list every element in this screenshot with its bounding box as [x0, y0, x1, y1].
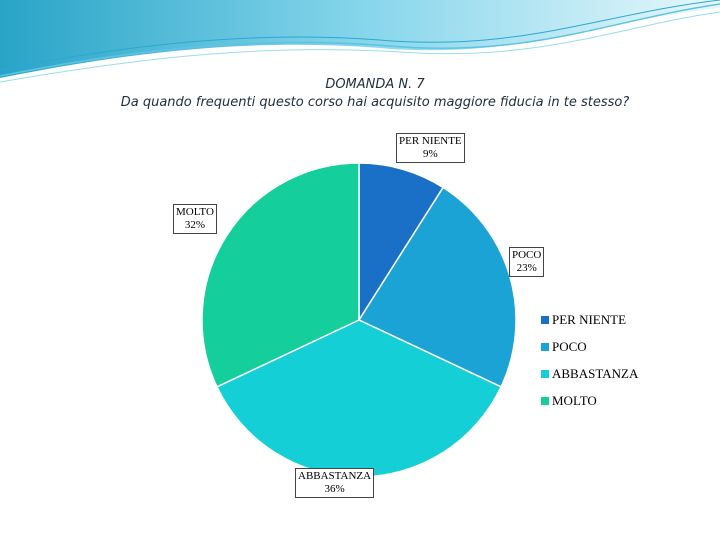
legend-label-abbastanza: ABBASTANZA: [552, 365, 639, 381]
legend-label-poco: POCO: [552, 338, 587, 354]
data-label-poco: POCO 23%: [509, 247, 545, 277]
chart-title-line2: Da quando frequenti questo corso hai acq…: [120, 95, 630, 110]
data-label-poco-value: 23%: [516, 262, 537, 274]
pie-slice-molto: [201, 162, 360, 388]
data-label-molto: MOLTO 32%: [173, 204, 217, 234]
data-label-abbastanza-category: ABBASTANZA: [298, 470, 372, 482]
legend-label-molto: MOLTO: [552, 392, 597, 408]
data-label-poco-category: POCO: [512, 249, 542, 261]
data-label-per-niente: PER NIENTE 9%: [396, 133, 465, 163]
legend-swatch-per-niente: [541, 315, 549, 324]
data-label-per-niente-category: PER NIENTE: [399, 135, 462, 147]
legend-item-poco: POCO: [541, 333, 638, 360]
data-label-abbastanza: ABBASTANZA 36%: [295, 468, 375, 498]
legend-label-per-niente: PER NIENTE: [552, 311, 627, 327]
legend-swatch-molto: [541, 396, 549, 405]
decorative-header-swoosh: [0, 0, 720, 83]
legend-item-abbastanza: ABBASTANZA: [541, 360, 638, 387]
data-label-molto-category: MOLTO: [176, 206, 214, 218]
chart-title-line1: DOMANDA N. 7: [325, 77, 425, 92]
data-label-abbastanza-value: 36%: [324, 483, 345, 495]
data-label-per-niente-value: 9%: [422, 148, 438, 160]
pie-slice-per-niente: [358, 162, 445, 323]
chart-title-block: DOMANDA N. 7 Da quando frequenti questo …: [0, 76, 720, 112]
legend-swatch-poco: [541, 342, 549, 351]
chart-legend: PER NIENTE POCO ABBASTANZA MOLTO: [541, 306, 638, 414]
legend-swatch-abbastanza: [541, 369, 549, 378]
legend-item-per-niente: PER NIENTE: [541, 306, 638, 333]
data-label-molto-value: 32%: [184, 219, 206, 231]
legend-item-molto: MOLTO: [541, 387, 638, 414]
